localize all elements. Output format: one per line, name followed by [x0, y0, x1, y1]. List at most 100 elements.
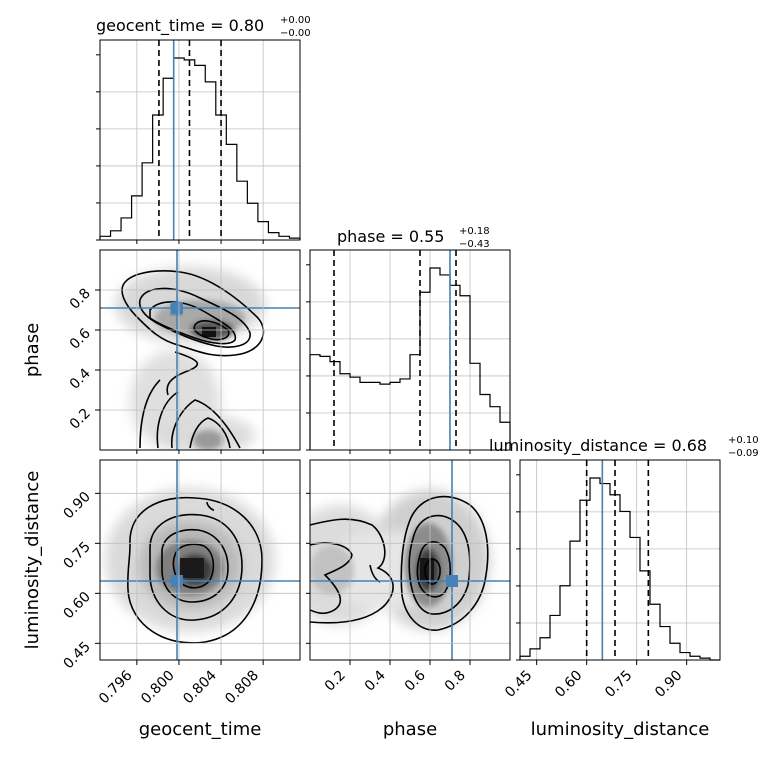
- xtick-label-geocent_time-1: 0.800: [138, 668, 178, 708]
- panel-1-0-frame: [99, 249, 301, 451]
- xtick-label-geocent_time-2: 0.804: [180, 667, 220, 707]
- hist-bar-phase-15: [460, 296, 470, 450]
- hist-bar-luminosity_distance-17: [690, 656, 700, 660]
- hist-bar-phase-6: [370, 382, 380, 450]
- truth-marker-geocent-lumdist: [171, 575, 183, 587]
- panel-2-0-frame: [99, 459, 301, 661]
- hist-bar-phase-19: [500, 422, 510, 450]
- xaxis-label-luminosity_distance: luminosity_distance: [531, 719, 710, 740]
- hist-bar-geocent_time-16: [268, 233, 279, 240]
- hist-bar-luminosity_distance-13: [650, 604, 660, 660]
- title-luminosity-distance: luminosity_distance = 0.68: [489, 436, 707, 456]
- title-geocent-time-minus: −0.00: [280, 28, 311, 39]
- hist-bar-phase-1: [320, 356, 330, 450]
- hist-bar-geocent_time-1: [111, 231, 122, 240]
- xtick-label-luminosity_distance-1: 0.60: [552, 668, 585, 701]
- xaxis-label-phase: phase: [383, 719, 437, 740]
- hist-bar-geocent_time-2: [121, 218, 132, 240]
- hist-bar-luminosity_distance-10: [620, 511, 630, 660]
- hist-bar-phase-13: [440, 275, 450, 450]
- hist-bar-luminosity_distance-11: [630, 537, 640, 660]
- truth-marker-geocent-phase: [171, 302, 183, 314]
- histogram-layer: [99, 40, 720, 661]
- hist-bar-geocent_time-17: [279, 236, 290, 240]
- contours-geocent-phase: [121, 270, 265, 449]
- hist-bar-phase-4: [350, 377, 360, 450]
- axis-label-layer: geocent_time phase luminosity_distance phas…: [22, 323, 709, 740]
- panel-frames: [99, 39, 721, 661]
- hist-bar-geocent_time-10: [205, 82, 216, 240]
- hist-bar-phase-12: [430, 268, 440, 450]
- xtick-label-luminosity_distance-3: 0.90: [652, 668, 685, 701]
- hist-bar-luminosity_distance-2: [540, 638, 550, 660]
- hist-bar-luminosity_distance-4: [560, 586, 570, 660]
- hist-bar-phase-14: [450, 285, 460, 450]
- ytick-label-phase-3: 0.8: [67, 286, 94, 313]
- hist-bar-geocent_time-13: [237, 181, 248, 240]
- hist-bar-geocent_time-14: [247, 203, 258, 240]
- xtick-label-luminosity_distance-0: 0.45: [502, 668, 535, 701]
- histogram-geocent_time: [99, 57, 301, 240]
- ytick-label-luminosity_distance-3: 0.90: [60, 489, 93, 522]
- density-geocent-phase: [115, 267, 265, 450]
- hist-bar-phase-3: [340, 374, 350, 450]
- hist-bar-geocent_time-0: [100, 236, 111, 240]
- hist-bar-luminosity_distance-15: [670, 643, 680, 660]
- hist-bar-phase-9: [400, 379, 410, 450]
- title-phase-plus: +0.18: [459, 226, 490, 237]
- panel-2-1-frame: [309, 459, 511, 661]
- yaxis-label-phase: phase: [22, 323, 43, 377]
- hist-bar-phase-0: [310, 355, 320, 450]
- ytick-label-luminosity_distance-0: 0.45: [60, 639, 93, 672]
- ytick-label-phase-0: 0.2: [67, 406, 94, 433]
- hist-bar-geocent_time-15: [258, 222, 269, 240]
- xtick-label-phase-3: 0.8: [442, 668, 469, 695]
- contours-geocent-lumdist: [126, 496, 263, 644]
- hist-bar-geocent_time-5: [153, 115, 164, 240]
- xaxis-label-geocent_time: geocent_time: [139, 719, 262, 740]
- xtick-label-phase-0: 0.2: [322, 668, 349, 695]
- hist-bar-luminosity_distance-6: [580, 500, 590, 660]
- hist-bar-geocent_time-4: [142, 163, 153, 240]
- hist-bar-luminosity_distance-8: [600, 484, 610, 660]
- hist-bar-phase-8: [390, 382, 400, 450]
- hist-bar-luminosity_distance-16: [680, 653, 690, 660]
- truth-lines-geocent-phase: [100, 250, 300, 450]
- hist-bar-phase-10: [410, 355, 420, 450]
- density-phase-lumdist: [310, 490, 490, 630]
- hist-bar-geocent_time-7: [174, 58, 185, 240]
- hist-bar-phase-7: [380, 384, 390, 450]
- panel-1-1-frame: [309, 249, 511, 451]
- hist-bar-phase-5: [360, 382, 370, 450]
- hist-bar-geocent_time-9: [195, 65, 206, 240]
- hist-bar-phase-17: [480, 395, 490, 450]
- xtick-label-geocent_time-3: 0.808: [222, 668, 262, 708]
- hist-bar-phase-2: [330, 362, 340, 450]
- hist-bar-luminosity_distance-5: [570, 541, 580, 660]
- ytick-label-phase-2: 0.6: [67, 325, 94, 352]
- histogram-phase: [309, 267, 511, 450]
- title-luminosity-distance-minus: −0.09: [728, 448, 759, 459]
- hist-bar-geocent_time-3: [132, 196, 143, 240]
- xtick-label-luminosity_distance-2: 0.75: [602, 668, 635, 701]
- hist-bar-luminosity_distance-7: [590, 478, 600, 660]
- panel-0-0-frame: [99, 39, 301, 241]
- xtick-label-geocent_time-0: 0.796: [96, 667, 136, 707]
- hist-bar-geocent_time-12: [226, 144, 237, 240]
- hist-bar-phase-11: [420, 292, 430, 450]
- truth-marker-phase-lumdist: [446, 575, 458, 587]
- xtick-label-phase-1: 0.4: [362, 667, 389, 694]
- ytick-label-phase-1: 0.4: [67, 365, 94, 392]
- hist-bar-luminosity_distance-1: [530, 649, 540, 660]
- title-phase: phase = 0.55: [337, 227, 444, 246]
- histogram-luminosity_distance: [519, 477, 720, 661]
- hist-bar-phase-18: [490, 407, 500, 450]
- title-phase-minus: −0.43: [459, 239, 490, 250]
- ytick-label-luminosity_distance-1: 0.60: [60, 589, 93, 622]
- title-geocent-time: geocent_time = 0.80: [96, 16, 264, 36]
- title-luminosity-distance-plus: +0.10: [728, 435, 759, 446]
- hist-bar-phase-16: [470, 363, 480, 450]
- hist-bar-luminosity_distance-14: [660, 627, 670, 660]
